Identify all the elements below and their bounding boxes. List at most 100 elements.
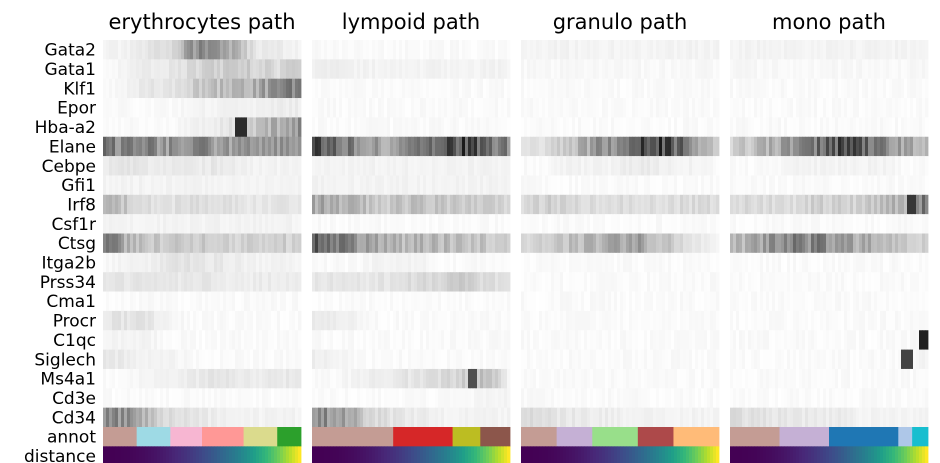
cell-Hba-a2-p0-c63	[292, 117, 296, 138]
cell-Gata2-p1-c62	[498, 40, 502, 60]
cell-Gata1-p3-c55	[895, 59, 899, 79]
cell-Gata2-p0-c57	[274, 40, 278, 60]
cell-Gata1-p0-c32	[199, 59, 203, 79]
cell-Cebpe-p2-c7	[542, 156, 546, 176]
cell-Klf1-p0-c56	[271, 78, 275, 99]
distance-p2-c14	[563, 446, 567, 463]
cell-Klf1-p1-c19	[369, 78, 373, 99]
cell-Irf8-p2-c22	[587, 194, 591, 215]
cell-Epor-p0-c32	[199, 98, 203, 118]
cell-Irf8-p0-c60	[283, 194, 287, 215]
distance-p1-c14	[354, 446, 358, 463]
cell-Gfi1-p0-c36	[211, 175, 215, 196]
cell-Cd3e-p2-c27	[602, 388, 606, 408]
cell-Gata1-p0-c55	[268, 59, 272, 79]
cell-Epor-p0-c49	[250, 98, 254, 118]
cell-Csf1r-p1-c57	[483, 214, 487, 234]
cell-C1qc-p1-c59	[489, 330, 493, 350]
cell-Epor-p0-c25	[178, 98, 182, 118]
cell-Elane-p2-c21	[584, 136, 588, 157]
cell-Gfi1-p1-c4	[324, 175, 328, 196]
cell-Hba-a2-p3-c53	[889, 117, 893, 138]
cell-Epor-p1-c65	[507, 98, 511, 118]
cell-Gata2-p3-c4	[742, 40, 746, 60]
cell-Irf8-p3-c6	[748, 194, 752, 215]
cell-Cma1-p0-c50	[253, 291, 257, 312]
cell-Klf1-p1-c43	[441, 78, 445, 99]
distance-p0-c34	[205, 446, 209, 463]
cell-Cd3e-p1-c53	[471, 388, 475, 408]
cell-Csf1r-p2-c15	[566, 214, 570, 234]
cell-Cebpe-p0-c52	[259, 156, 263, 176]
cell-Gfi1-p2-c29	[608, 175, 612, 196]
cell-Cd34-p2-c16	[569, 407, 573, 428]
cell-Prss34-p0-c49	[250, 272, 254, 292]
cell-Cebpe-p3-c56	[898, 156, 902, 176]
cell-Ms4a1-p1-c0	[312, 368, 316, 389]
cell-Klf1-p2-c58	[695, 78, 699, 99]
cell-Gfi1-p0-c55	[268, 175, 272, 196]
cell-Ms4a1-p1-c39	[429, 368, 433, 389]
cell-Cd3e-p1-c11	[345, 388, 349, 408]
cell-Klf1-p1-c48	[456, 78, 460, 99]
cell-Itga2b-p2-c62	[707, 252, 711, 273]
cell-Cma1-p2-c14	[563, 291, 567, 312]
cell-Klf1-p1-c51	[465, 78, 469, 99]
cell-Elane-p1-c47	[453, 136, 457, 157]
cell-Procr-p2-c47	[662, 310, 666, 331]
cell-Itga2b-p2-c5	[536, 252, 540, 273]
cell-Hba-a2-p3-c38	[844, 117, 848, 138]
cell-Gata2-p1-c46	[450, 40, 454, 60]
cell-Prss34-p0-c5	[118, 272, 122, 292]
cell-Procr-p2-c50	[671, 310, 675, 331]
cell-C1qc-p2-c35	[626, 330, 630, 350]
cell-Siglech-p2-c38	[635, 349, 639, 370]
cell-Procr-p2-c9	[548, 310, 552, 331]
cell-C1qc-p1-c24	[384, 330, 388, 350]
cell-Gata2-p3-c48	[874, 40, 878, 60]
cell-Csf1r-p1-c55	[477, 214, 481, 234]
cell-Cd34-p0-c38	[217, 407, 221, 428]
cell-Prss34-p2-c42	[647, 272, 651, 292]
cell-Hba-a2-p2-c53	[680, 117, 684, 138]
cell-Cebpe-p2-c12	[557, 156, 561, 176]
cell-Gfi1-p1-c30	[402, 175, 406, 196]
cell-Elane-p3-c6	[748, 136, 752, 157]
cell-Irf8-p1-c50	[462, 194, 466, 215]
cell-C1qc-p2-c53	[680, 330, 684, 350]
cell-Cma1-p2-c28	[605, 291, 609, 312]
cell-Procr-p1-c16	[360, 310, 364, 331]
cell-Siglech-p2-c17	[572, 349, 576, 370]
cell-Elane-p1-c12	[348, 136, 352, 157]
cell-Elane-p0-c35	[208, 136, 212, 157]
cell-Klf1-p1-c49	[459, 78, 463, 99]
cell-Cd3e-p0-c40	[223, 388, 227, 408]
cell-Ctsg-p0-c16	[151, 233, 155, 254]
cell-Siglech-p2-c28	[605, 349, 609, 370]
cell-Gfi1-p1-c14	[354, 175, 358, 196]
cell-Cd3e-p0-c45	[238, 388, 242, 408]
distance-p2-c39	[638, 446, 642, 463]
cell-Klf1-p2-c13	[560, 78, 564, 99]
cell-Hba-a2-p1-c37	[423, 117, 427, 138]
cell-Irf8-p0-c35	[208, 194, 212, 215]
cell-Itga2b-p0-c52	[259, 252, 263, 273]
cell-Elane-p2-c27	[602, 136, 606, 157]
cell-Epor-p3-c7	[751, 98, 755, 118]
cell-Itga2b-p1-c62	[498, 252, 502, 273]
cell-Elane-p3-c26	[808, 136, 812, 157]
cell-Siglech-p0-c46	[241, 349, 245, 370]
cell-Cma1-p0-c57	[274, 291, 278, 312]
cell-C1qc-p0-c4	[115, 330, 119, 350]
cell-Ctsg-p1-c43	[441, 233, 445, 254]
cell-Ctsg-p1-c17	[363, 233, 367, 254]
cell-C1qc-p0-c37	[214, 330, 218, 350]
cell-Gata2-p1-c44	[444, 40, 448, 60]
cell-Epor-p2-c46	[659, 98, 663, 118]
cell-Hba-a2-p1-c14	[354, 117, 358, 138]
cell-Cd3e-p1-c26	[390, 388, 394, 408]
cell-Cma1-p1-c35	[417, 291, 421, 312]
cell-Cma1-p2-c65	[716, 291, 720, 312]
cell-Procr-p0-c43	[232, 310, 236, 331]
cell-Klf1-p0-c11	[136, 78, 140, 99]
